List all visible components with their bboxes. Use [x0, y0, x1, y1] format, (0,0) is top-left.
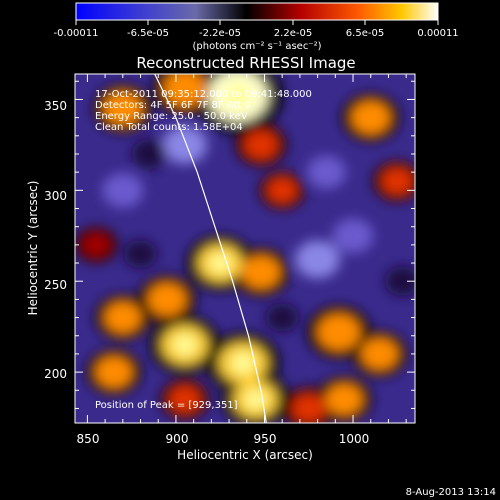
info-line-energy: Energy Range: 25.0 - 50.0 keV — [95, 111, 248, 122]
heatmap-coldspot — [102, 173, 144, 208]
heatmap-hotspot-core — [174, 335, 196, 355]
heatmap-coldspot — [265, 303, 299, 332]
x-tick-label: 950 — [254, 432, 277, 446]
plot-area: 17-Oct-2011 09:35:12.000 to 09:41:48.000… — [74, 73, 416, 424]
colorbar-units: (photons cm⁻² s⁻¹ asec⁻²) — [192, 41, 321, 52]
heatmap-hotspot — [104, 301, 142, 334]
heatmap-hotspot-core — [232, 353, 255, 373]
x-tick-label: 900 — [166, 432, 189, 446]
x-axis-label: Heliocentric X (arcsec) — [177, 448, 313, 462]
heatmap-hotspot — [317, 313, 361, 351]
heatmap-hotspot-core — [245, 390, 266, 409]
heatmap-hotspot — [380, 167, 414, 196]
peak-position-label: Position of Peak = [929,351] — [95, 400, 238, 411]
y-tick-label: 200 — [44, 367, 67, 381]
plot-frame — [74, 73, 416, 424]
heatmap-hotspot — [266, 177, 298, 204]
heatmap-hotspot — [325, 383, 363, 416]
heatmap-coldspot — [295, 240, 340, 279]
heatmap-hotspot — [351, 101, 391, 135]
heatmap-coldspot — [162, 125, 208, 164]
heatmap-hotspot — [163, 74, 207, 107]
colorbar-tick-label: 6.5e-05 — [346, 28, 384, 39]
colorbar-tick-label: -0.00011 — [54, 28, 99, 39]
colorbar-ticks — [75, 20, 439, 25]
heatmap-hotspot — [243, 130, 279, 160]
heatmap-hotspot — [241, 255, 281, 289]
heatmap-coldspot — [332, 218, 374, 254]
colorbar: -0.00011 -6.5e-05 -2.2e-05 2.2e-05 6.5e-… — [54, 2, 459, 52]
colorbar-tick-label: 2.2e-05 — [274, 28, 312, 39]
y-axis-label: Heliocentric Y (arcsec) — [26, 181, 40, 316]
y-tick-label: 250 — [44, 278, 67, 292]
heatmap-hotspot — [361, 338, 399, 370]
y-tick-label: 350 — [44, 99, 67, 113]
info-line-detectors: Detectors: 4F 5F 6F 7F 8F Att 0 — [95, 100, 251, 111]
heatmap-coldspot — [307, 155, 346, 189]
heatmap-hotspot — [81, 232, 111, 258]
heatmap — [75, 74, 415, 423]
heatmap-hotspot — [168, 385, 202, 414]
heatmap-coldspot — [131, 139, 167, 169]
heatmap-hotspot — [103, 92, 143, 126]
info-line-clean: Clean Total counts: 1.58E+04 — [95, 122, 243, 133]
solar-limb-curve — [154, 74, 267, 423]
timestamp: 8-Aug-2013 13:14 — [406, 487, 496, 498]
x-tick-label: 850 — [77, 432, 100, 446]
heatmap-hotspot — [147, 282, 187, 316]
colorbar-tick-label: 0.00011 — [417, 28, 458, 39]
colorbar-tick-label: -6.5e-05 — [127, 28, 169, 39]
axis-ticks — [75, 74, 415, 423]
colorbar-tick-label: -2.2e-05 — [199, 28, 241, 39]
colorbar-gradient — [75, 2, 439, 21]
y-tick-label: 300 — [44, 189, 67, 203]
chart-title: Reconstructed RHESSI Image — [136, 54, 355, 72]
heatmap-hotspot — [95, 356, 133, 388]
x-tick-label: 1000 — [339, 432, 370, 446]
heatmap-coldspot — [124, 239, 157, 268]
heatmap-hotspot — [291, 393, 327, 423]
heatmap-hotspot-core — [224, 83, 252, 108]
heatmap-coldspot — [385, 266, 415, 297]
info-line-time: 17-Oct-2011 09:35:12.000 to 09:41:48.000 — [95, 89, 312, 100]
